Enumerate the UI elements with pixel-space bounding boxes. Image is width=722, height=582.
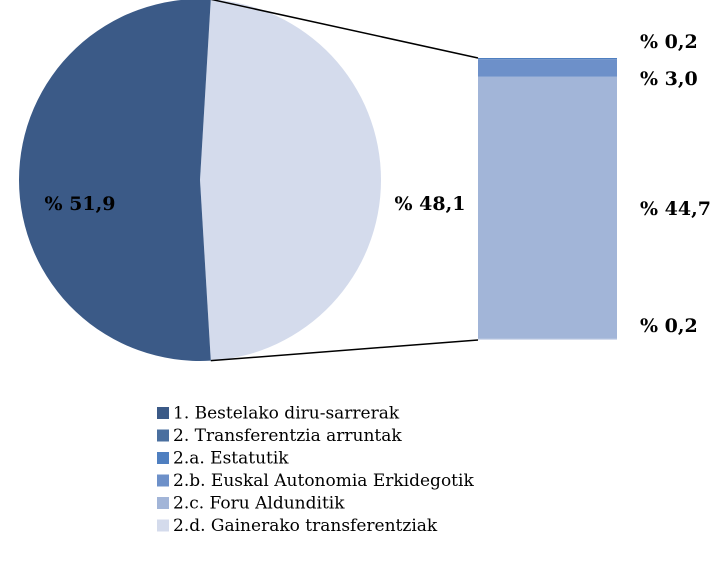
- legend-swatch: [157, 519, 169, 532]
- data-label: % 48,1: [395, 193, 466, 215]
- connector: [210, 339, 479, 362]
- connector: [210, 0, 479, 59]
- data-label: % 0,2: [640, 31, 698, 53]
- legend-label: 2.b. Euskal Autonomia Erkidegotik: [173, 471, 474, 491]
- legend-label: 2.a. Estatutik: [173, 449, 289, 469]
- pie-slice: [19, 0, 211, 361]
- data-label: % 51,9: [45, 193, 116, 215]
- bar-segment: [478, 58, 617, 60]
- legend-swatch: [157, 497, 169, 509]
- bar-segment: [478, 338, 617, 340]
- legend-label: 2.c. Foru Aldunditik: [173, 494, 345, 514]
- bar-segment: [478, 59, 617, 77]
- legend-swatch: [157, 452, 169, 464]
- data-label: % 3,0: [640, 68, 698, 90]
- legend-label: 2.d. Gainerako transferentziak: [173, 516, 438, 536]
- data-label: % 0,2: [640, 315, 698, 337]
- pie-slice: [200, 0, 381, 361]
- legend-label: 1. Bestelako diru-sarrerak: [173, 404, 400, 424]
- data-label: % 44,7: [640, 198, 711, 220]
- bar-segment: [478, 76, 617, 339]
- legend-swatch: [157, 407, 169, 419]
- legend-swatch: [157, 474, 169, 487]
- legend-label: 2. Transferentzia arruntak: [173, 426, 402, 446]
- legend-swatch: [157, 429, 169, 442]
